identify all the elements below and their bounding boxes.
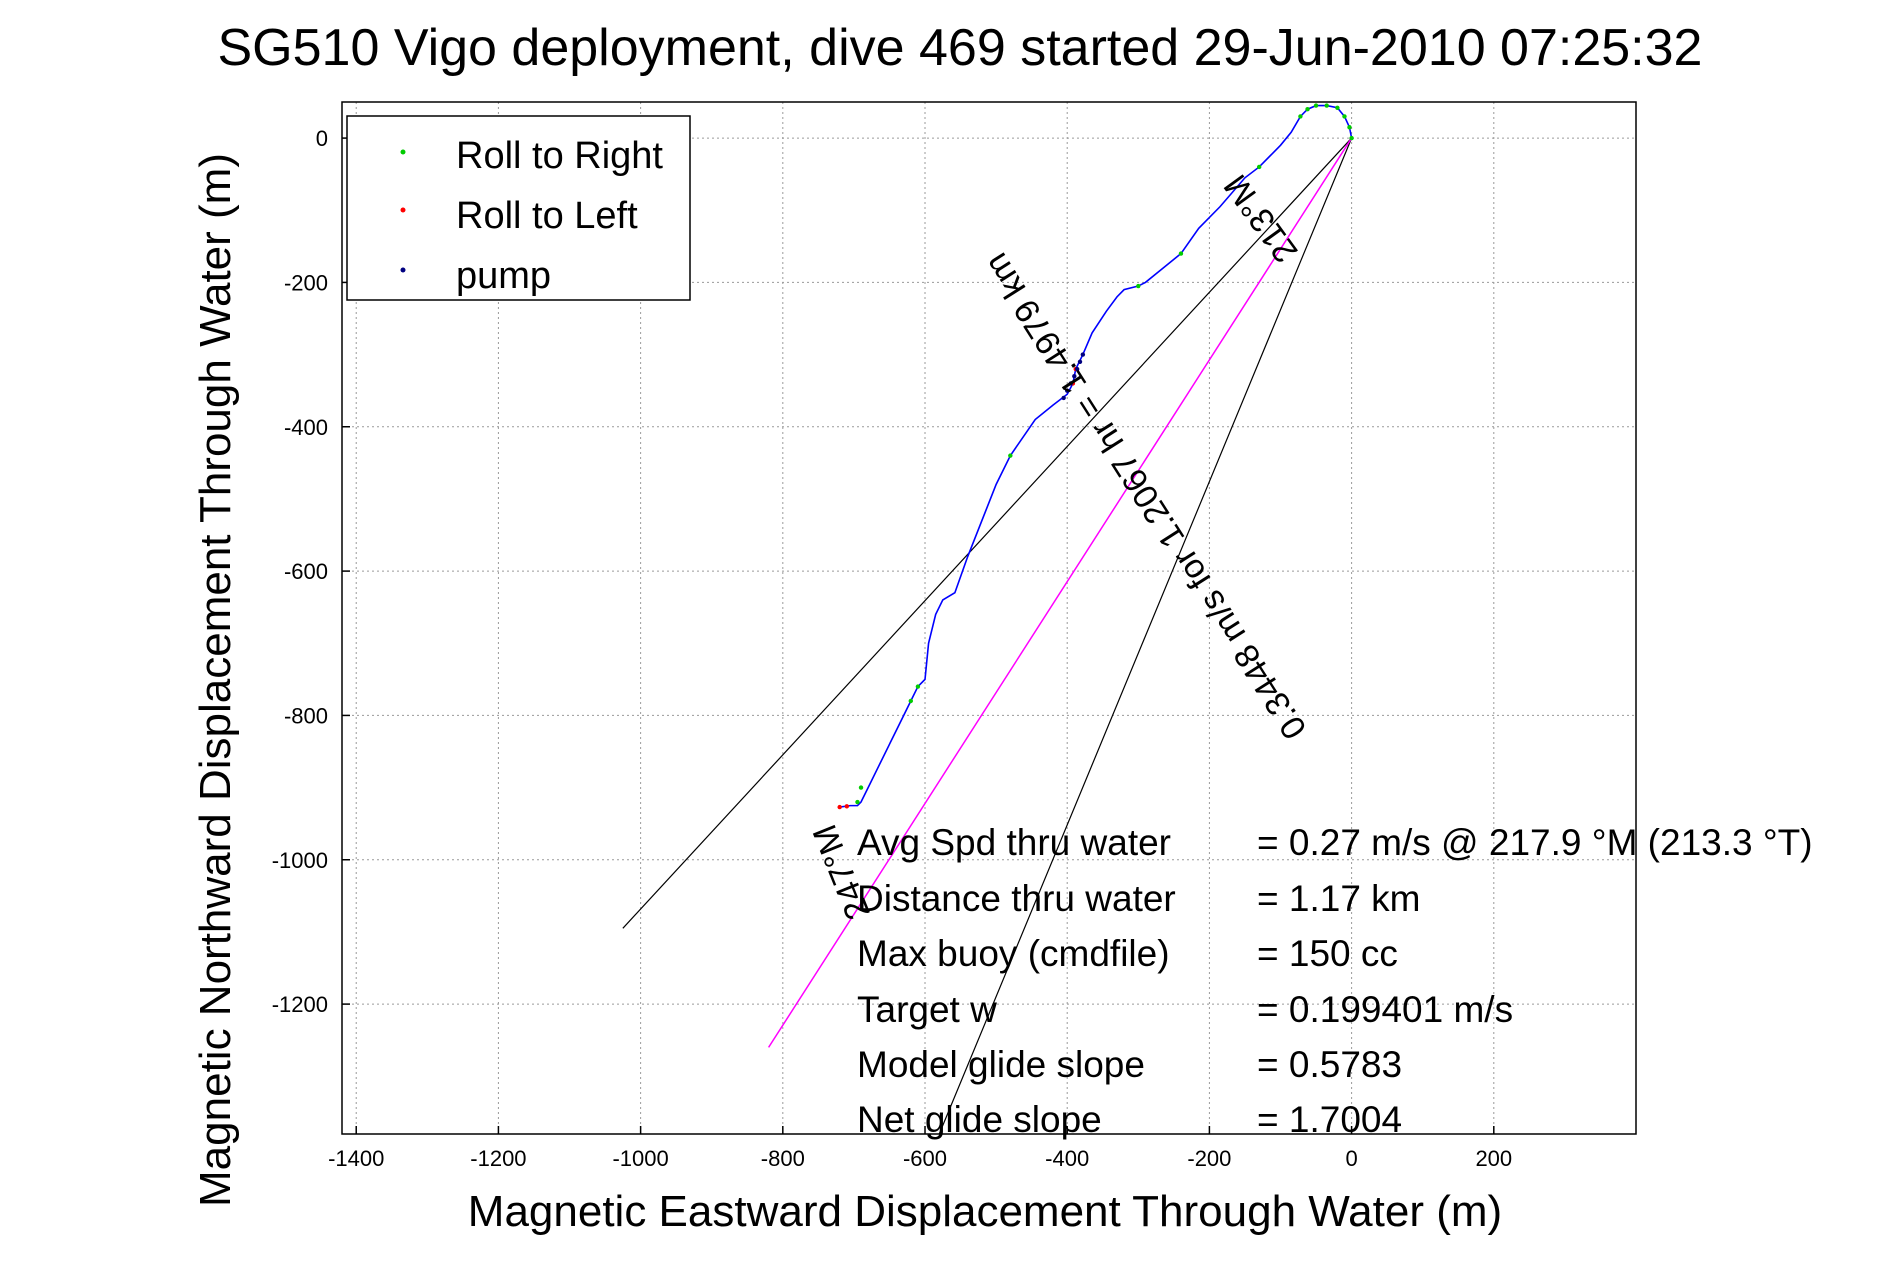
stat-label-distance: Distance thru water bbox=[857, 878, 1176, 919]
x-tick-label: -600 bbox=[903, 1146, 947, 1171]
stat-label-target-w: Target w bbox=[857, 989, 997, 1030]
x-tick-label: -1200 bbox=[470, 1146, 526, 1171]
heading-ray bbox=[622, 137, 1353, 929]
x-ticks: -1400 -1200 -1000 -800 -600 -400 -200 0 200 bbox=[328, 1126, 1512, 1171]
legend-marker-pump bbox=[400, 267, 406, 273]
legend-label-roll-left: Roll to Left bbox=[456, 195, 638, 237]
stat-label-max-buoy: Max buoy (cmdfile) bbox=[857, 933, 1170, 974]
track-point bbox=[1065, 388, 1070, 393]
y-ticks: 0 -200 -400 -600 -800 -1000 -1200 bbox=[272, 126, 350, 1017]
stat-value-net-glide: = 1.7004 bbox=[1257, 1099, 1402, 1140]
heading-rays bbox=[622, 137, 1353, 1135]
track-point bbox=[1080, 352, 1086, 357]
track-point bbox=[1068, 381, 1073, 386]
x-tick-label: -800 bbox=[761, 1146, 805, 1171]
track-point bbox=[1298, 114, 1303, 119]
track-point bbox=[837, 804, 842, 810]
legend-label-pump: pump bbox=[456, 255, 551, 297]
track-point bbox=[858, 785, 864, 790]
x-tick-label: 0 bbox=[1345, 1146, 1357, 1171]
y-tick-label: -1000 bbox=[272, 848, 328, 873]
y-tick-label: -200 bbox=[284, 270, 328, 295]
stat-label-net-glide: Net glide slope bbox=[857, 1099, 1102, 1140]
heading-label-a: 213°M bbox=[1217, 167, 1306, 269]
y-tick-label: 0 bbox=[316, 126, 328, 151]
stat-value-max-buoy: = 150 cc bbox=[1257, 933, 1398, 974]
track-point bbox=[1347, 125, 1352, 130]
track-point bbox=[1335, 105, 1340, 110]
track-point bbox=[1072, 374, 1077, 379]
track-point bbox=[1256, 164, 1262, 170]
track-point bbox=[844, 804, 850, 809]
track-point bbox=[1074, 366, 1080, 372]
plot-frame bbox=[341, 101, 1637, 1135]
heading-ray bbox=[938, 137, 1353, 1135]
y-tick-label: -400 bbox=[284, 415, 328, 440]
stat-value-avg-speed: = 0.27 m/s @ 217.9 °M (213.3 °T) bbox=[1257, 822, 1813, 863]
track-point bbox=[1008, 453, 1013, 458]
track-point bbox=[1061, 395, 1066, 401]
x-tick-label: -200 bbox=[1187, 1146, 1231, 1171]
x-axis-label: Magnetic Eastward Displacement Through W… bbox=[468, 1187, 1502, 1236]
track-point bbox=[1342, 114, 1347, 119]
track-series bbox=[837, 103, 1354, 810]
track-point bbox=[1136, 283, 1141, 289]
track-point bbox=[915, 684, 921, 689]
legend-label-roll-right: Roll to Right bbox=[456, 135, 663, 177]
track-point bbox=[1077, 359, 1083, 365]
track-point bbox=[855, 799, 860, 805]
y-tick-label: -600 bbox=[284, 559, 328, 584]
x-tick-label: -1400 bbox=[328, 1146, 384, 1171]
stat-value-target-w: = 0.199401 m/s bbox=[1257, 989, 1513, 1030]
legend: Roll to Right Roll to Left pump bbox=[346, 115, 691, 301]
track-point bbox=[908, 698, 913, 704]
stat-label-avg-speed: Avg Spd thru water bbox=[857, 822, 1171, 863]
y-tick-label: -1200 bbox=[272, 992, 328, 1017]
track-point bbox=[1178, 251, 1184, 256]
stat-label-model-glide: Model glide slope bbox=[857, 1044, 1145, 1085]
legend-marker-roll-right bbox=[400, 149, 406, 155]
track-point bbox=[1324, 103, 1329, 108]
track-point bbox=[1349, 135, 1354, 141]
chart-title: SG510 Vigo deployment, dive 469 started … bbox=[218, 19, 1703, 77]
y-tick-label: -800 bbox=[284, 703, 328, 728]
stat-value-model-glide: = 0.5783 bbox=[1257, 1044, 1402, 1085]
x-tick-label: -1000 bbox=[612, 1146, 668, 1171]
legend-marker-roll-left bbox=[400, 207, 406, 213]
y-axis-label: Magnetic Northward Displacement Through … bbox=[191, 153, 240, 1207]
course-label: 0.3448 m/s for 1.2067 hr = 1.4979 km bbox=[977, 246, 1314, 745]
stat-value-distance: = 1.17 km bbox=[1257, 878, 1421, 919]
x-tick-label: 200 bbox=[1475, 1146, 1512, 1171]
x-tick-label: -400 bbox=[1045, 1146, 1089, 1171]
track-point bbox=[1313, 103, 1319, 108]
track-point bbox=[1305, 107, 1310, 112]
dive-stats: Avg Spd thru water = 0.27 m/s @ 217.9 °M… bbox=[857, 822, 1813, 1140]
course-line bbox=[767, 137, 1353, 1048]
